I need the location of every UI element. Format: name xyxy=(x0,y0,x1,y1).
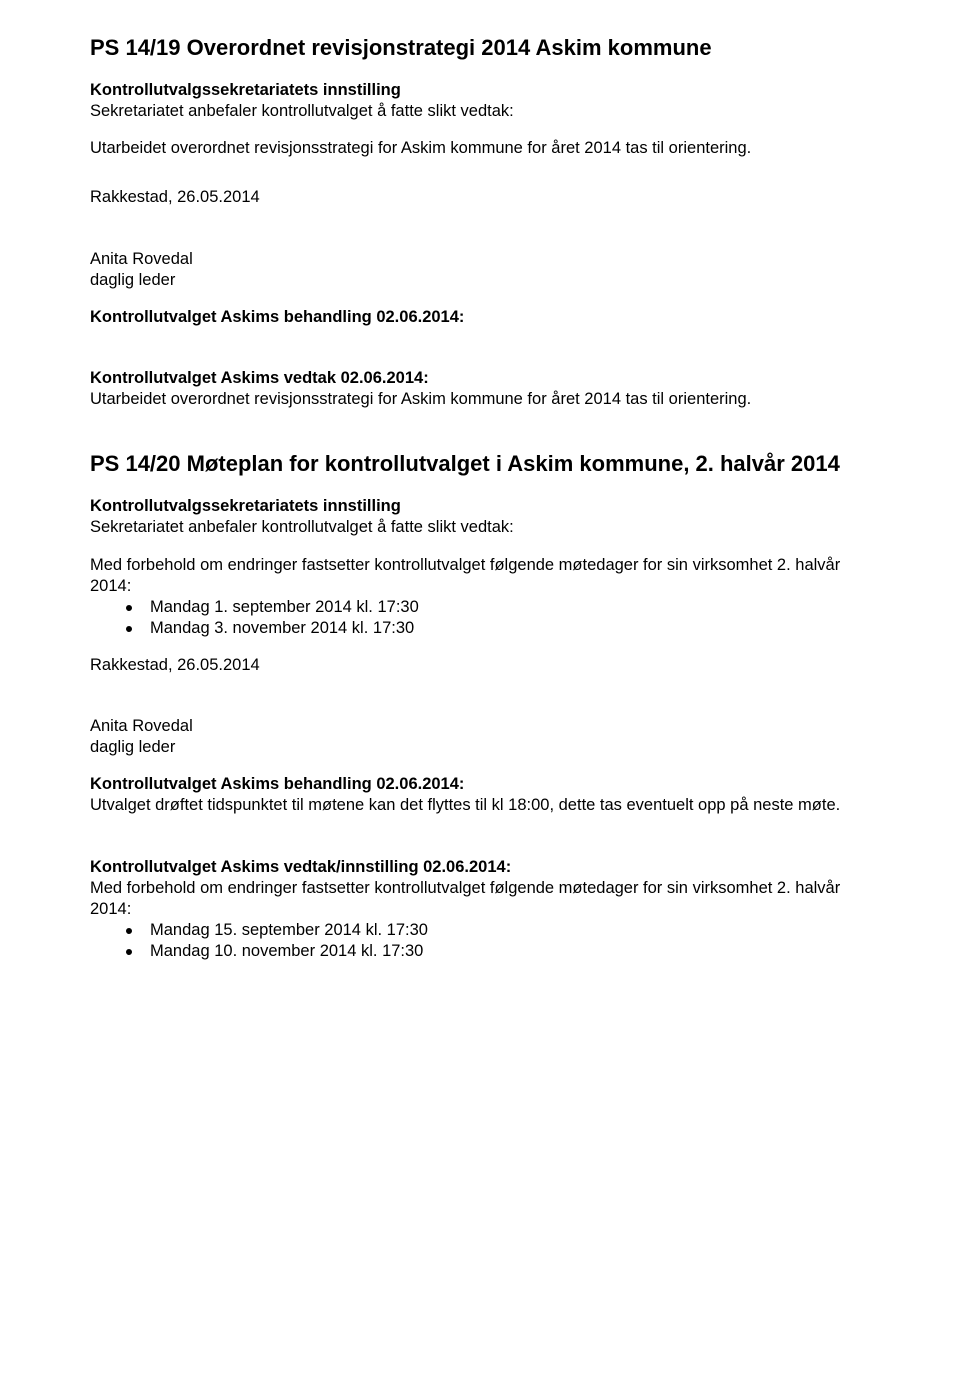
list-item: Mandag 15. september 2014 kl. 17:30 xyxy=(126,920,870,941)
bullet-list: Mandag 15. september 2014 kl. 17:30 Mand… xyxy=(90,920,870,962)
body-text: Utarbeidet overordnet revisjonsstrategi … xyxy=(90,138,870,159)
signer-title: daglig leder xyxy=(90,737,870,758)
signer-name: Anita Rovedal xyxy=(90,249,870,270)
vedtak-label: Kontrollutvalget Askims vedtak 02.06.201… xyxy=(90,368,870,389)
behandling-label: Kontrollutvalget Askims behandling 02.06… xyxy=(90,307,870,328)
section-title: PS 14/19 Overordnet revisjonstrategi 201… xyxy=(90,34,870,62)
section-title: PS 14/20 Møteplan for kontrollutvalget i… xyxy=(90,450,870,478)
list-item: Mandag 10. november 2014 kl. 17:30 xyxy=(126,941,870,962)
behandling-body: Utvalget drøftet tidspunktet til møtene … xyxy=(90,795,870,816)
place-date: Rakkestad, 26.05.2014 xyxy=(90,655,870,676)
list-item: Mandag 1. september 2014 kl. 17:30 xyxy=(126,597,870,618)
anbefaler-text: Sekretariatet anbefaler kontrollutvalget… xyxy=(90,101,870,122)
bullet-list: Mandag 1. september 2014 kl. 17:30 Manda… xyxy=(90,597,870,639)
signer-title: daglig leder xyxy=(90,270,870,291)
innstilling-label: Kontrollutvalgssekretariatets innstillin… xyxy=(90,496,870,517)
list-item: Mandag 3. november 2014 kl. 17:30 xyxy=(126,618,870,639)
place-date: Rakkestad, 26.05.2014 xyxy=(90,187,870,208)
vedtak-label: Kontrollutvalget Askims vedtak/innstilli… xyxy=(90,857,870,878)
anbefaler-text: Sekretariatet anbefaler kontrollutvalget… xyxy=(90,517,870,538)
body-text: Med forbehold om endringer fastsetter ko… xyxy=(90,555,870,597)
vedtak-body: Utarbeidet overordnet revisjonsstrategi … xyxy=(90,389,870,410)
signer-name: Anita Rovedal xyxy=(90,716,870,737)
vedtak-body: Med forbehold om endringer fastsetter ko… xyxy=(90,878,870,920)
innstilling-label: Kontrollutvalgssekretariatets innstillin… xyxy=(90,80,870,101)
behandling-label: Kontrollutvalget Askims behandling 02.06… xyxy=(90,774,870,795)
